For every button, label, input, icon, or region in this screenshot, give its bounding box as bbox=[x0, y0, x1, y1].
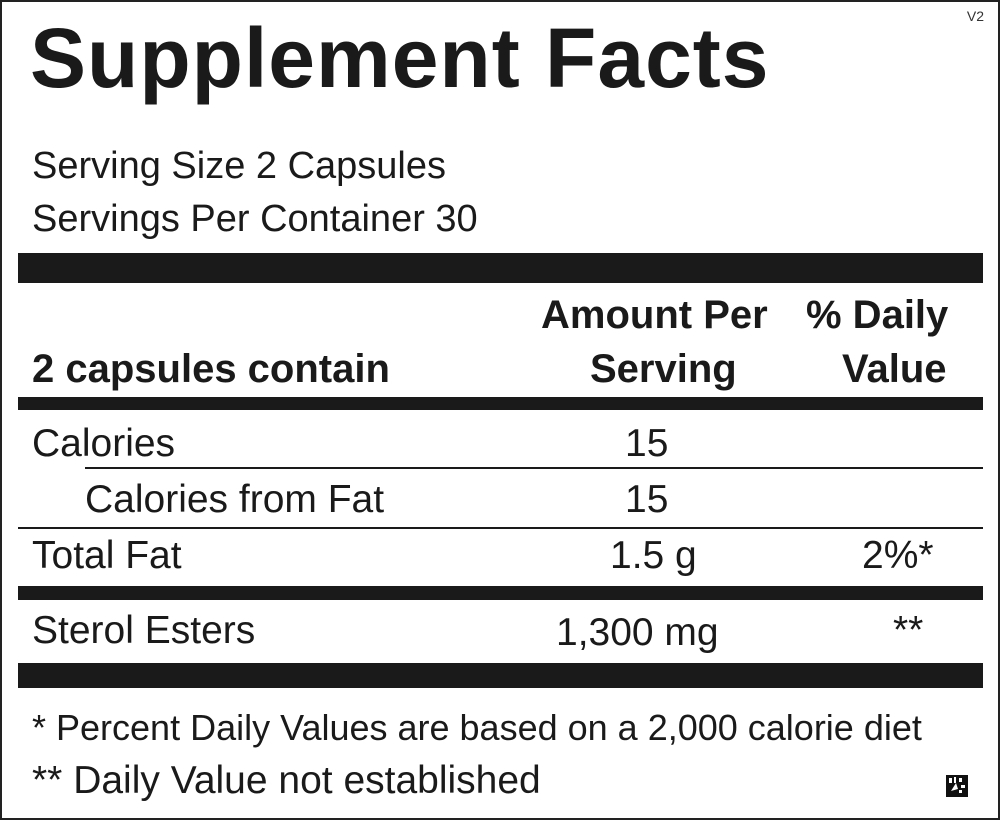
row-name: Sterol Esters bbox=[32, 609, 256, 652]
header-dv-line1: % Daily bbox=[806, 293, 949, 337]
header-dv-line2: Value bbox=[842, 347, 947, 391]
row-name: Calories from Fat bbox=[85, 478, 385, 521]
row-name: Calories bbox=[32, 422, 176, 465]
divider-thin bbox=[18, 527, 983, 529]
footnote-daily-values: * Percent Daily Values are based on a 2,… bbox=[32, 707, 922, 748]
version-label: V2 bbox=[966, 8, 984, 24]
row-dv: 2%* bbox=[862, 534, 934, 577]
divider-thick bbox=[18, 253, 983, 283]
header-label: 2 capsules contain bbox=[32, 347, 390, 391]
serving-size: Serving Size 2 Capsules bbox=[32, 145, 446, 187]
label-title: Supplement Facts bbox=[30, 11, 770, 105]
row-amount: 15 bbox=[625, 422, 669, 465]
barcode-logo-icon bbox=[946, 775, 968, 797]
row-name: Total Fat bbox=[32, 534, 182, 577]
divider-thick bbox=[18, 663, 983, 688]
header-amount-line1: Amount Per bbox=[541, 293, 768, 337]
row-amount: 1,300 mg bbox=[556, 611, 719, 654]
header-amount-line2: Serving bbox=[590, 347, 737, 391]
divider-thin bbox=[85, 467, 983, 469]
footnote-not-established: ** Daily Value not established bbox=[32, 759, 541, 802]
row-amount: 1.5 g bbox=[610, 534, 697, 577]
row-dv: ** bbox=[893, 609, 924, 652]
servings-per-container: Servings Per Container 30 bbox=[32, 198, 478, 240]
row-amount: 15 bbox=[625, 478, 669, 521]
divider-medium bbox=[18, 586, 983, 600]
divider-medium bbox=[18, 397, 983, 410]
